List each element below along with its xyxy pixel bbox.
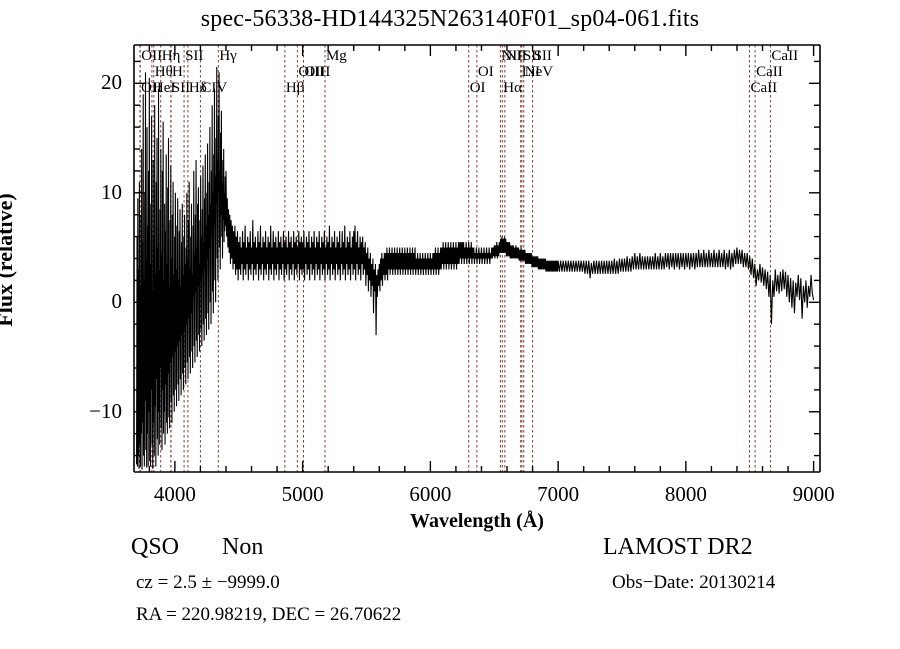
emission-line-label: NII — [501, 48, 523, 64]
emission-line-label: H — [172, 64, 183, 80]
object-classification: QSO — [131, 534, 180, 560]
emission-line-label: CaII — [771, 48, 799, 64]
emission-line-label: CaII — [756, 64, 783, 80]
x-tick-label: 7000 — [537, 482, 580, 506]
emission-line-label: Hη — [161, 48, 181, 64]
x-tick-label: 9000 — [792, 482, 835, 506]
x-tick-label: 6000 — [409, 482, 452, 506]
emission-line-label: Hθ — [154, 64, 173, 80]
flux-trace — [136, 66, 815, 470]
emission-line-label: OII — [141, 80, 162, 96]
emission-line-label: OII — [141, 48, 163, 64]
page-title: spec-56338-HD144325N263140F01_sp04-061.f… — [200, 6, 700, 32]
x-tick-label: 8000 — [664, 482, 707, 506]
observation-date: Obs−Date: 20130214 — [612, 572, 776, 593]
emission-line-label: Hβ — [285, 80, 305, 96]
emission-line-label: OIII — [298, 64, 325, 80]
emission-line-label: NeV — [524, 64, 554, 80]
emission-line-label: OIII — [304, 64, 331, 80]
emission-line-label: SII — [522, 48, 542, 64]
y-tick-label: 10 — [101, 179, 122, 204]
x-tick-label: 5000 — [281, 482, 324, 506]
emission-line-label: OI — [469, 80, 486, 96]
survey-name: LAMOST DR2 — [603, 534, 753, 560]
emission-line-label: SII — [533, 48, 552, 64]
emission-line-label: CaII — [750, 80, 778, 96]
coordinates-value: RA = 220.98219, DEC = 26.70622 — [136, 604, 402, 625]
emission-line-label: Hγ — [219, 48, 237, 64]
x-tick-label: 4000 — [153, 482, 196, 506]
emission-line-label: CIV — [201, 80, 228, 96]
emission-line-label: NII — [505, 48, 527, 64]
emission-line-label: Hα — [503, 80, 522, 96]
emission-line-label: OI — [477, 64, 494, 80]
emission-line-label: Hδ — [188, 80, 207, 96]
y-tick-label: 20 — [101, 70, 122, 95]
chart-plot-area — [134, 45, 820, 472]
emission-line-label: HeI — [152, 80, 176, 96]
y-tick-label: −10 — [89, 398, 122, 423]
emission-line-label: Mg — [325, 48, 347, 64]
y-axis-label: Flux (relative) — [0, 193, 17, 327]
emission-line-label: SII — [185, 48, 204, 64]
y-tick-label: 0 — [111, 289, 123, 314]
emission-line-markers — [139, 45, 771, 472]
spectrum-trace-svg — [136, 45, 815, 472]
emission-line-label: LiI — [521, 64, 541, 80]
x-axis-label: Wavelength (Å) — [410, 510, 544, 532]
object-subclass: Non — [222, 534, 264, 560]
emission-line-label: SII — [171, 80, 191, 96]
redshift-value: cz = 2.5 ± −9999.0 — [136, 572, 280, 593]
